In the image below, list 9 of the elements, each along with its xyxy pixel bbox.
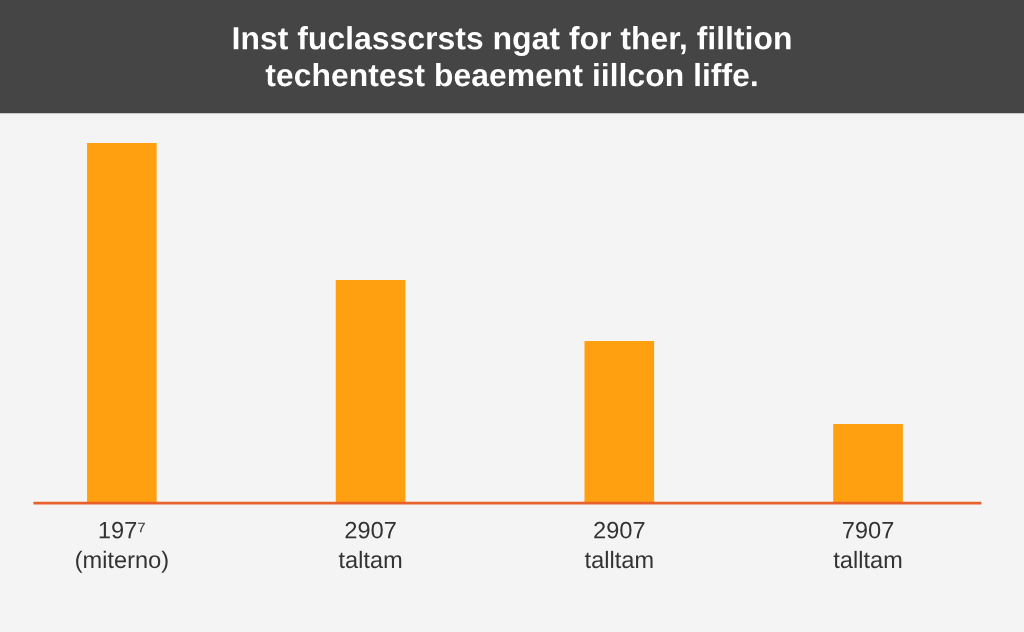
bar bbox=[335, 279, 406, 504]
bar bbox=[833, 423, 903, 504]
x-tick-label: 2907 talltam bbox=[584, 521, 653, 569]
x-tick-label: 197⁷ (miterno) bbox=[76, 521, 168, 573]
bar bbox=[87, 143, 157, 504]
x-tick-label: 7907 talltam bbox=[833, 521, 902, 569]
bar bbox=[584, 341, 655, 504]
chart-title: Inst fuclasscrsts ngat for ther, filltion techentest beaement iillcon liffe. bbox=[233, 26, 791, 87]
x-tick-label: 2907 taltam bbox=[338, 521, 402, 569]
